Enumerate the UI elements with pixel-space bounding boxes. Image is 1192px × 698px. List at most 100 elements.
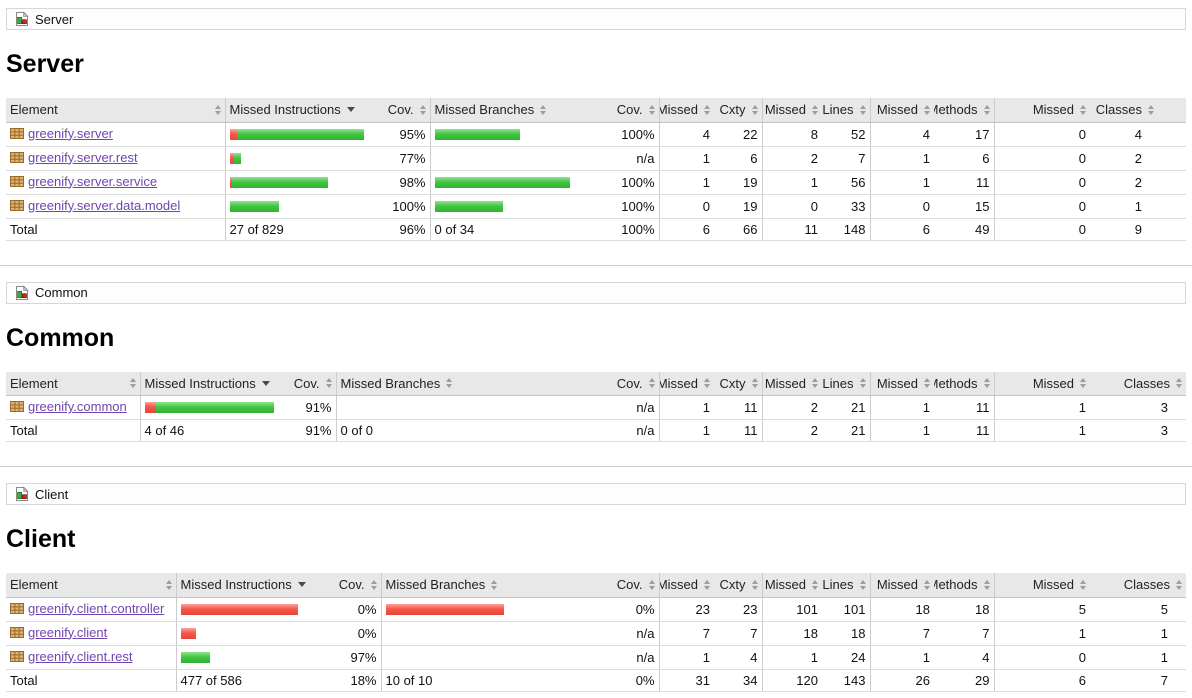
covered-bar-segment <box>180 651 210 663</box>
column-header-missed-7[interactable]: Missed <box>761 573 822 598</box>
column-header-missed-9[interactable]: Missed <box>869 98 934 123</box>
counter-cell-2: 1 <box>761 170 822 195</box>
column-header-cov[interactable]: Cov. <box>611 98 659 123</box>
package-link[interactable]: greenify.client.rest <box>28 648 133 664</box>
sort-toggle-icon <box>751 104 758 115</box>
sort-toggle-icon <box>983 378 990 389</box>
column-header-label: Missed <box>876 577 918 593</box>
total-counter-1: 11 <box>714 419 762 442</box>
breadcrumb-label: Server <box>35 11 74 27</box>
section-divider <box>0 466 1192 467</box>
column-header-missed-instructions[interactable]: Missed Instructions <box>139 371 281 396</box>
counter-cell-4: 0 <box>869 194 934 219</box>
counter-cell-1: 7 <box>714 621 762 646</box>
section-server: Server Server Element Missed Instructions… <box>6 8 1186 241</box>
column-header-missed-7[interactable]: Missed <box>761 371 822 396</box>
column-header-missed-7[interactable]: Missed <box>761 98 822 123</box>
column-header-missed-branches[interactable]: Missed Branches <box>380 573 611 598</box>
package-link[interactable]: greenify.client.controller <box>28 600 165 616</box>
counter-cell-7: 5 <box>1090 597 1186 622</box>
column-header-cov[interactable]: Cov. <box>281 371 336 396</box>
package-link[interactable]: greenify.server.service <box>28 173 158 189</box>
column-header-cov[interactable]: Cov. <box>611 371 659 396</box>
coverage-table: Element Missed Instructions Cov. Missed Bra… <box>6 371 1186 442</box>
package-link[interactable]: greenify.server <box>28 125 114 141</box>
column-header-label: Cov. <box>616 102 643 118</box>
total-counter-3: 21 <box>822 419 870 442</box>
column-header-classes-12[interactable]: Classes <box>1090 573 1186 598</box>
column-header-label: Cov. <box>387 102 414 118</box>
column-header-cxty-6[interactable]: Cxty <box>714 573 762 598</box>
counter-cell-1: 22 <box>714 122 762 147</box>
column-header-missed-branches[interactable]: Missed Branches <box>335 371 611 396</box>
package-icon <box>10 151 24 167</box>
package-link[interactable]: greenify.server.data.model <box>28 197 181 213</box>
column-header-lines-8[interactable]: Lines <box>822 371 870 396</box>
page-title: Server <box>6 50 84 78</box>
column-header-missed-11[interactable]: Missed <box>993 371 1090 396</box>
column-header-element[interactable]: Element <box>6 371 140 396</box>
sort-toggle-icon <box>1080 378 1086 389</box>
total-counter-2: 11 <box>761 218 822 241</box>
sort-toggle-icon <box>924 104 930 115</box>
column-header-classes-12[interactable]: Classes <box>1090 98 1186 123</box>
column-header-missed-5[interactable]: Missed <box>658 573 714 598</box>
total-branch-coverage: 0% <box>611 669 659 692</box>
report-group-icon <box>16 486 29 501</box>
total-branch-coverage: n/a <box>611 419 659 442</box>
column-header-missed-9[interactable]: Missed <box>869 573 934 598</box>
column-header-element[interactable]: Element <box>6 98 225 123</box>
total-counter-5: 29 <box>934 669 994 692</box>
column-header-element[interactable]: Element <box>6 573 176 598</box>
column-header-label: Methods <box>934 577 978 593</box>
column-header-cxty-6[interactable]: Cxty <box>714 371 762 396</box>
column-header-missed-9[interactable]: Missed <box>869 371 934 396</box>
counter-cell-3: 33 <box>822 194 870 219</box>
sort-toggle-icon <box>704 378 710 389</box>
section-common: Common Common Element Missed Instructions… <box>6 281 1186 442</box>
package-link[interactable]: greenify.server.rest <box>28 149 138 165</box>
instructions-coverage-bar <box>229 128 372 140</box>
column-header-missed-branches[interactable]: Missed Branches <box>429 98 611 123</box>
sort-toggle-icon <box>704 579 710 590</box>
column-header-methods-10[interactable]: Methods <box>934 371 994 396</box>
missed-instructions-cell <box>139 395 281 420</box>
covered-bar-segment <box>231 176 328 188</box>
column-header-cov[interactable]: Cov. <box>611 573 659 598</box>
column-header-cov[interactable]: Cov. <box>326 573 381 598</box>
breadcrumb-label: Common <box>35 285 88 300</box>
package-link[interactable]: greenify.common <box>28 399 127 414</box>
column-header-lines-8[interactable]: Lines <box>822 573 870 598</box>
element-cell: greenify.server.service <box>6 170 225 195</box>
column-header-missed-instructions[interactable]: Missed Instructions <box>175 573 326 598</box>
package-link[interactable]: greenify.client <box>28 624 108 640</box>
column-header-classes-12[interactable]: Classes <box>1090 371 1186 396</box>
column-header-missed-11[interactable]: Missed <box>993 573 1090 598</box>
column-header-missed-5[interactable]: Missed <box>658 98 714 123</box>
total-counter-0: 6 <box>658 218 714 241</box>
total-row: Total 27 of 829 96% 0 of 34 100% 6 66 11 148 6 49 0… <box>6 218 1186 241</box>
total-counter-1: 66 <box>714 218 762 241</box>
column-header-lines-8[interactable]: Lines <box>822 98 870 123</box>
counter-cell-3: 56 <box>822 170 870 195</box>
counter-cell-4: 1 <box>869 395 934 420</box>
branches-coverage-bar <box>434 128 608 140</box>
column-header-missed-5[interactable]: Missed <box>658 371 714 396</box>
covered-bar-segment <box>155 402 274 413</box>
column-header-cov[interactable]: Cov. <box>375 98 430 123</box>
table-row: greenify.client.rest 97% n/a 1 4 1 24 1 4 0 1 <box>6 645 1186 670</box>
column-header-methods-10[interactable]: Methods <box>934 98 994 123</box>
sort-toggle-icon <box>214 104 221 115</box>
total-row: Total 477 of 586 18% 10 of 10 0% 31 34 120 143 26… <box>6 669 1186 692</box>
covered-bar-segment <box>434 176 570 188</box>
counter-cell-0: 4 <box>658 122 714 147</box>
branches-coverage-bar <box>434 176 608 188</box>
covered-bar-segment <box>434 128 520 140</box>
column-header-cxty-6[interactable]: Cxty <box>714 98 762 123</box>
column-header-methods-10[interactable]: Methods <box>934 573 994 598</box>
column-header-missed-instructions[interactable]: Missed Instructions <box>224 98 375 123</box>
column-header-missed-11[interactable]: Missed <box>993 98 1090 123</box>
element-cell: greenify.client.rest <box>6 645 176 670</box>
branches-coverage-bar <box>386 628 608 639</box>
instruction-coverage-value: 97% <box>326 645 381 670</box>
